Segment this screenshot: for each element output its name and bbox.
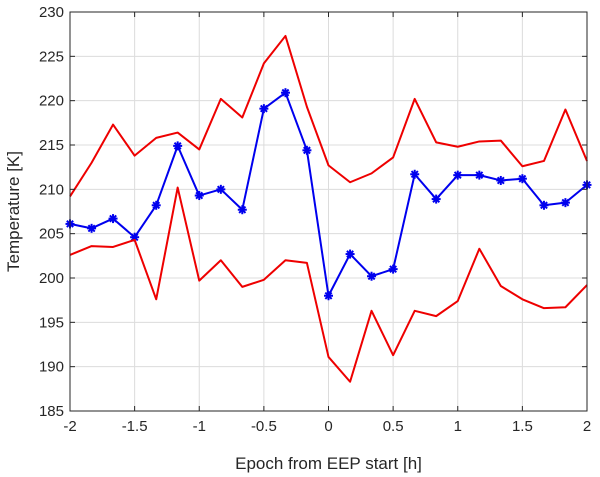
y-tick-label: 220 <box>39 93 64 110</box>
x-tick-label: 0.5 <box>383 418 404 435</box>
x-tick-label: 0 <box>324 418 332 435</box>
ticks-group: -2 -1.5 -1 -0.5 0 0.5 1 1.5 2 185 190 195 200 205 210 2… <box>39 4 591 435</box>
data-point-marker <box>367 271 377 281</box>
data-point-marker <box>539 200 549 210</box>
data-point-marker <box>410 169 420 179</box>
x-tick-label: -2 <box>63 418 76 435</box>
x-tick-label: -0.5 <box>251 418 277 435</box>
y-tick-label: 195 <box>39 314 64 331</box>
y-tick-label: 230 <box>39 4 64 21</box>
data-point-marker <box>431 194 441 204</box>
y-tick-label: 190 <box>39 359 64 376</box>
y-tick-label: 225 <box>39 48 64 65</box>
data-point-marker <box>87 223 97 233</box>
data-point-marker <box>108 214 118 224</box>
y-tick-label: 205 <box>39 226 64 243</box>
x-tick-label: -1.5 <box>122 418 148 435</box>
y-tick-label: 200 <box>39 270 64 287</box>
data-point-marker <box>453 170 463 180</box>
y-tick-label: 185 <box>39 403 64 420</box>
x-tick-label: 1.5 <box>512 418 533 435</box>
data-point-marker <box>517 174 527 184</box>
data-point-marker <box>474 170 484 180</box>
data-point-marker <box>345 249 355 259</box>
data-point-marker <box>388 264 398 274</box>
x-tick-label: 2 <box>583 418 591 435</box>
data-point-marker <box>280 88 290 98</box>
data-point-marker <box>302 145 312 155</box>
data-point-marker <box>173 141 183 151</box>
data-point-marker <box>194 191 204 201</box>
data-point-marker <box>324 291 333 301</box>
bound-series-line <box>69 186 588 383</box>
x-axis-label: Epoch from EEP start [h] <box>235 454 422 473</box>
data-point-marker <box>216 184 226 194</box>
data-point-marker <box>259 104 269 114</box>
y-tick-label: 210 <box>39 181 64 198</box>
data-point-marker <box>151 200 161 210</box>
data-point-marker <box>560 198 570 208</box>
y-tick-label: 215 <box>39 137 64 154</box>
series-group <box>65 34 592 383</box>
x-tick-label: 1 <box>454 418 462 435</box>
data-point-marker <box>496 175 506 185</box>
y-axis-label: Temperature [K] <box>4 151 23 272</box>
bound-series-line <box>69 34 588 197</box>
x-tick-label: -1 <box>193 418 206 435</box>
data-point-marker <box>237 205 247 215</box>
